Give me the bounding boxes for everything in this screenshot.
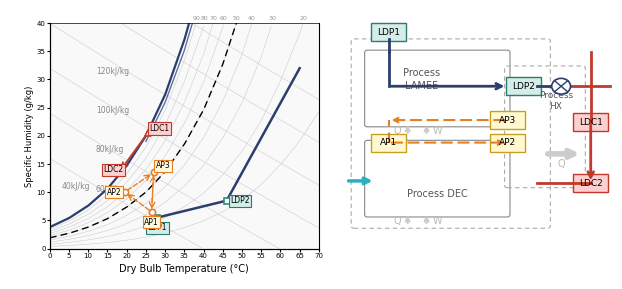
Text: Process: Process — [539, 91, 573, 100]
Text: LDP1: LDP1 — [147, 223, 167, 232]
Text: LDP2: LDP2 — [512, 82, 535, 91]
FancyBboxPatch shape — [506, 77, 541, 95]
Text: 80kJ/kg: 80kJ/kg — [96, 145, 124, 154]
Text: 120kJ/kg: 120kJ/kg — [96, 66, 129, 75]
Text: AP2: AP2 — [499, 138, 516, 147]
X-axis label: Dry Bulb Temperature (°C): Dry Bulb Temperature (°C) — [119, 264, 249, 274]
Text: AP3: AP3 — [499, 116, 516, 125]
Text: Q: Q — [393, 126, 401, 136]
Text: LAMEE: LAMEE — [404, 81, 438, 91]
Text: AP2: AP2 — [106, 188, 121, 197]
Text: AP1: AP1 — [380, 138, 397, 147]
FancyBboxPatch shape — [573, 113, 608, 131]
Text: 80: 80 — [200, 16, 208, 21]
FancyBboxPatch shape — [364, 50, 510, 127]
FancyBboxPatch shape — [371, 134, 406, 152]
Text: AP1: AP1 — [144, 218, 159, 227]
Text: 30: 30 — [268, 16, 276, 21]
Text: W: W — [432, 126, 442, 136]
Text: LDP2: LDP2 — [230, 196, 250, 205]
Text: HX: HX — [549, 102, 562, 111]
Text: Q: Q — [557, 160, 565, 169]
Text: 60: 60 — [220, 16, 228, 21]
Text: 90: 90 — [192, 16, 200, 21]
Text: LDC1: LDC1 — [579, 118, 603, 127]
Text: AP3: AP3 — [156, 161, 170, 170]
Text: LDC1: LDC1 — [149, 124, 169, 133]
Text: 40kJ/kg: 40kJ/kg — [62, 182, 90, 191]
Text: 50: 50 — [233, 16, 240, 21]
FancyBboxPatch shape — [364, 140, 510, 217]
Text: 20: 20 — [299, 16, 307, 21]
Text: LDC2: LDC2 — [579, 179, 603, 188]
Text: 100kJ/kg: 100kJ/kg — [96, 106, 129, 115]
Text: LDP1: LDP1 — [378, 28, 401, 37]
FancyBboxPatch shape — [490, 111, 525, 129]
FancyBboxPatch shape — [573, 174, 608, 192]
Text: Process DEC: Process DEC — [407, 189, 468, 199]
Y-axis label: Specific Humidity (g/kg): Specific Humidity (g/kg) — [25, 85, 34, 186]
Text: Process: Process — [402, 68, 440, 78]
FancyBboxPatch shape — [490, 134, 525, 152]
Text: 40: 40 — [248, 16, 256, 21]
Text: 70: 70 — [209, 16, 217, 21]
Text: Q: Q — [393, 216, 401, 226]
Text: LDC2: LDC2 — [103, 165, 123, 174]
Text: 60kJ/kg: 60kJ/kg — [96, 185, 124, 194]
Circle shape — [552, 78, 570, 94]
Text: W: W — [432, 216, 442, 226]
FancyBboxPatch shape — [371, 23, 406, 41]
